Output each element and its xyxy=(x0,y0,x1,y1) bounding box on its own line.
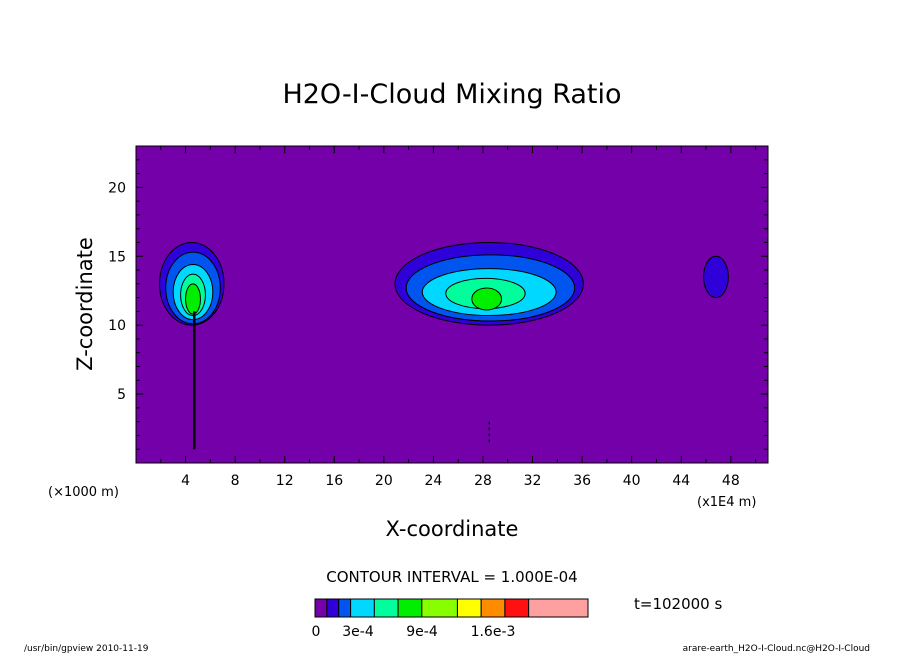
y-tick-label: 15 xyxy=(108,249,126,265)
colorbar-swatch xyxy=(421,598,458,618)
colorbar-swatch xyxy=(338,598,352,618)
x-tick-label: 8 xyxy=(231,473,240,489)
plot-frame xyxy=(135,145,769,464)
contour-interval-label: CONTOUR INTERVAL = 1.000E-04 xyxy=(326,568,577,586)
colorbar-tick-label: 1.6e-3 xyxy=(471,624,516,640)
colorbar-swatch xyxy=(504,598,530,618)
y-tick-label: 20 xyxy=(108,180,126,196)
x-unit-label: (×1000 m) xyxy=(48,485,119,500)
x-tick-label: 28 xyxy=(474,473,492,489)
colorbar-swatch xyxy=(528,598,589,618)
x-tick-label: 40 xyxy=(623,473,641,489)
x-tick-label: 12 xyxy=(276,473,294,489)
colorbar-labels: 0 3e-4 9e-4 1.6e-3 xyxy=(312,624,516,640)
x-tick-label: 32 xyxy=(524,473,542,489)
y-tick-label: 5 xyxy=(117,387,126,403)
colorbar-tick-label: 9e-4 xyxy=(406,624,438,640)
left-cloud-center xyxy=(185,283,201,315)
y-tick-label: 10 xyxy=(108,318,126,334)
colorbar-swatch xyxy=(373,598,399,618)
x-multiplier-label: (x1E4 m) xyxy=(697,495,756,510)
colorbar-swatch xyxy=(350,598,375,618)
colorbar-swatch xyxy=(397,598,423,618)
colorbar-tick-label: 0 xyxy=(312,624,321,640)
plot-area xyxy=(135,145,769,464)
x-axis-label: X-coordinate xyxy=(386,517,519,541)
x-tick-label: 4 xyxy=(181,473,190,489)
y-axis-label: Z-coordinate xyxy=(73,237,97,371)
mid-cloud-center xyxy=(471,287,503,311)
colorbar-tick-label: 3e-4 xyxy=(342,624,374,640)
chart-title: H2O-I-Cloud Mixing Ratio xyxy=(282,79,621,110)
footer-left: /usr/bin/gpview 2010-11-19 xyxy=(24,644,149,654)
x-tick-label: 48 xyxy=(722,473,740,489)
x-tick-label: 36 xyxy=(573,473,591,489)
time-label: t=102000 s xyxy=(634,595,722,613)
colorbar-swatch xyxy=(326,598,340,618)
x-tick-label: 20 xyxy=(375,473,393,489)
colorbar-swatch xyxy=(314,598,328,618)
colorbar-swatch xyxy=(456,598,482,618)
x-tick-label: 24 xyxy=(424,473,442,489)
colorbar xyxy=(314,598,589,618)
x-tick-label: 44 xyxy=(672,473,690,489)
footer-right: arare-earth_H2O-I-Cloud.nc@H2O-I-Cloud xyxy=(683,644,870,654)
x-tick-label: 16 xyxy=(325,473,343,489)
colorbar-swatch xyxy=(480,598,506,618)
right-cloud xyxy=(703,255,729,299)
